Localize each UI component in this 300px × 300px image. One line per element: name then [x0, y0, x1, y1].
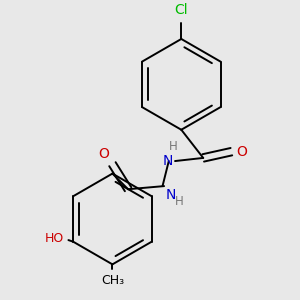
Text: H: H [169, 140, 178, 153]
Text: H: H [175, 196, 184, 208]
Text: O: O [236, 145, 247, 159]
Text: CH₃: CH₃ [101, 274, 124, 287]
Text: Cl: Cl [175, 3, 188, 17]
Text: N: N [163, 154, 173, 168]
Text: N: N [166, 188, 176, 202]
Text: HO: HO [44, 232, 64, 245]
Text: O: O [98, 147, 109, 161]
